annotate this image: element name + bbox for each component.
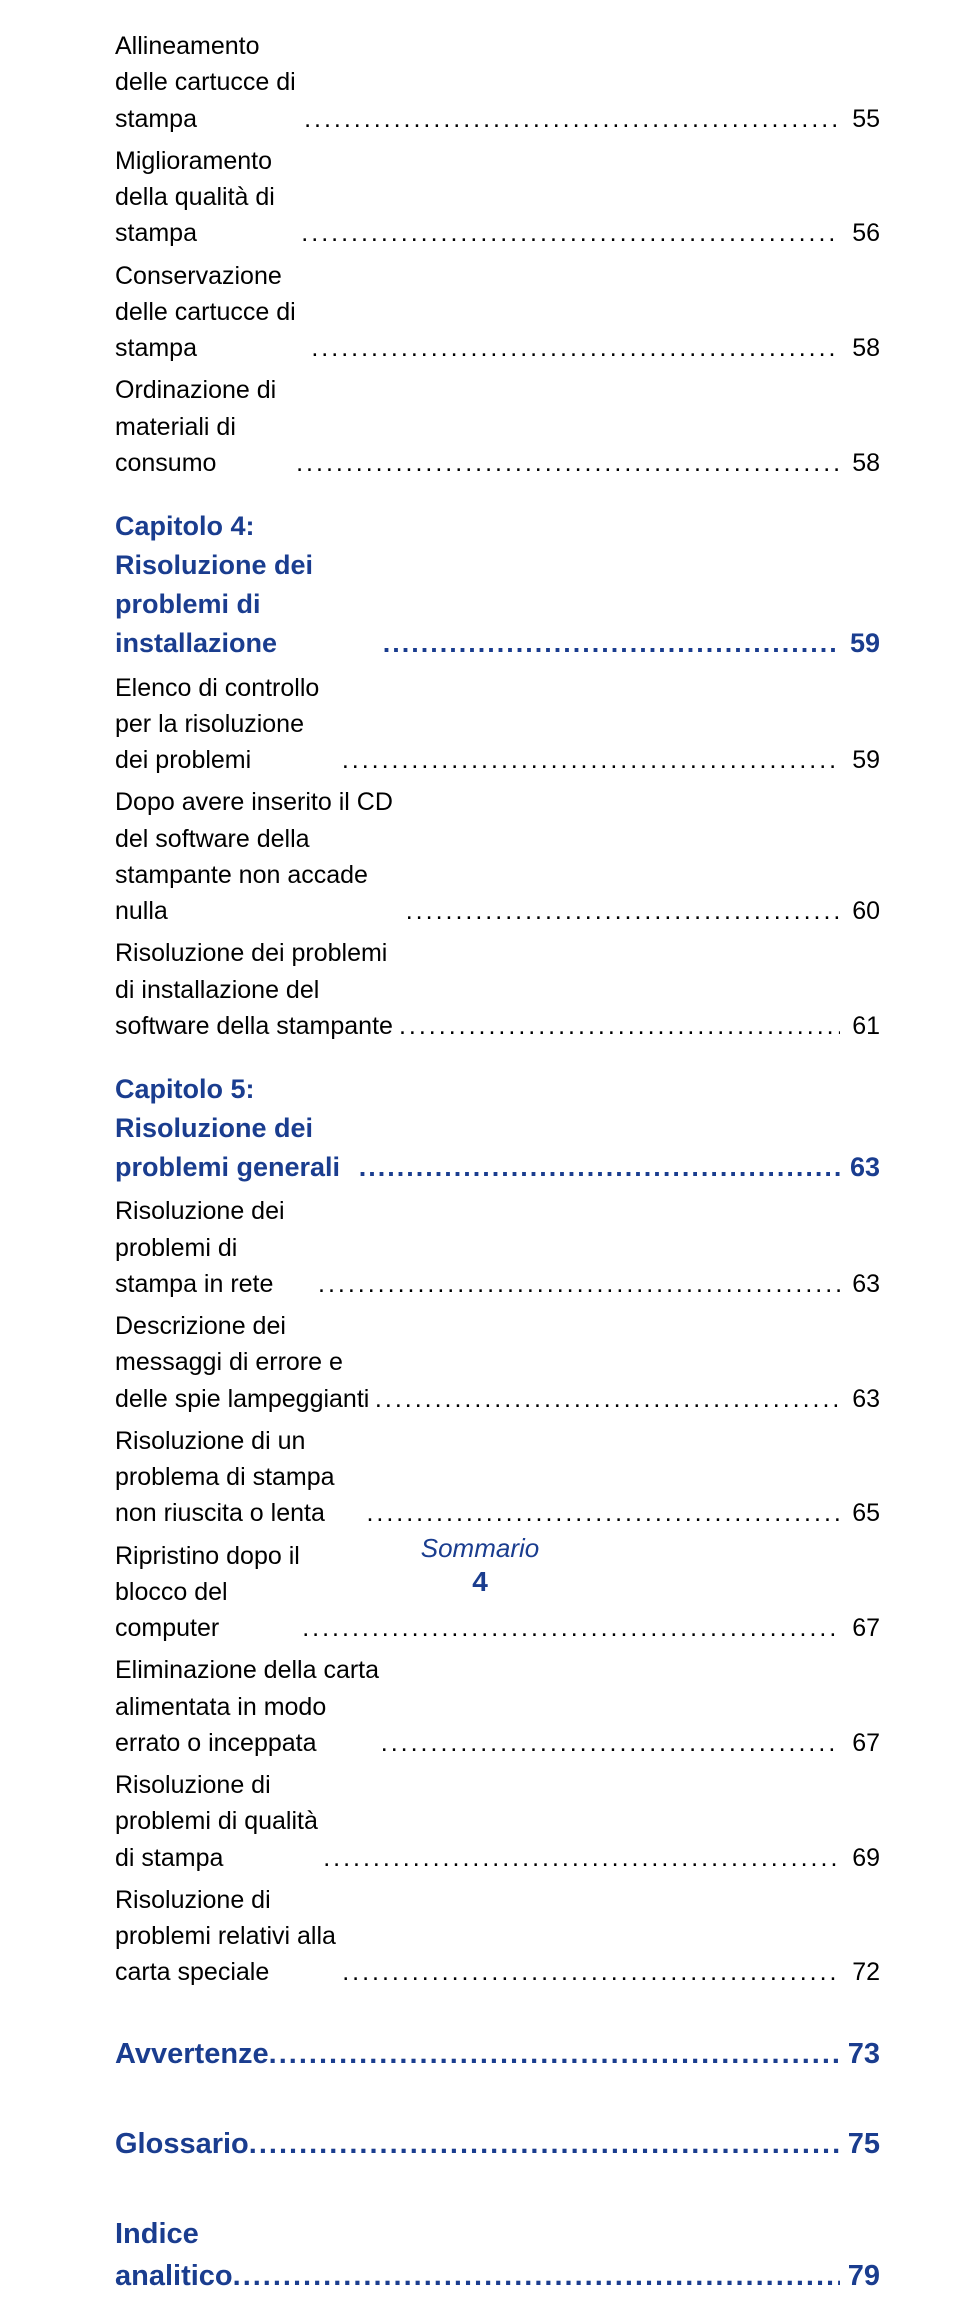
toc-section-heading[interactable]: Indice analitico 79 — [115, 2213, 880, 2297]
toc-label: Risoluzione dei problemi di stampa in re… — [115, 1193, 318, 1302]
toc-page-number: 59 — [840, 742, 880, 778]
toc-page-number: 75 — [840, 2123, 880, 2165]
toc-label: Risoluzione di problemi relativi alla ca… — [115, 1882, 342, 1991]
toc-page-number: 79 — [840, 2255, 880, 2297]
toc-label: Risoluzione dei problemi di installazion… — [115, 935, 399, 1044]
toc-page-number: 61 — [840, 1008, 880, 1044]
toc-page-number: 55 — [840, 101, 880, 137]
toc-leader-dots — [399, 1008, 840, 1044]
toc-leader-dots — [301, 215, 840, 251]
toc-page-number: 67 — [840, 1725, 880, 1761]
toc-label: Avvertenze — [115, 2033, 269, 2075]
toc-label: Glossario — [115, 2123, 249, 2165]
toc-leader-dots — [302, 1610, 840, 1646]
toc-label: Indice analitico — [115, 2213, 233, 2297]
toc-leader-dots — [383, 624, 840, 663]
toc-leader-dots — [406, 893, 840, 929]
toc-page-number: 58 — [840, 445, 880, 481]
toc-label: Miglioramento della qualità di stampa — [115, 143, 301, 252]
toc-leader-dots — [323, 1840, 840, 1876]
toc-entry[interactable]: Conservazione delle cartucce di stampa 5… — [115, 258, 880, 367]
toc-entry[interactable]: Risoluzione dei problemi di stampa in re… — [115, 1193, 880, 1302]
toc-page-number: 67 — [840, 1610, 880, 1646]
toc-label: Dopo avere inserito il CD del software d… — [115, 784, 406, 929]
spacer — [115, 2171, 880, 2213]
footer-section-title: Sommario — [0, 1533, 960, 1564]
toc-entry[interactable]: Ordinazione di materiali di consumo 58 — [115, 372, 880, 481]
toc-label: Eliminazione della carta alimentata in m… — [115, 1652, 381, 1761]
toc-section-heading[interactable]: Avvertenze 73 — [115, 2033, 880, 2075]
toc-leader-dots — [233, 2255, 840, 2297]
toc-leader-dots — [381, 1725, 840, 1761]
toc-leader-dots — [359, 1148, 840, 1187]
toc-leader-dots — [269, 2033, 840, 2075]
toc-page-number: 59 — [840, 624, 880, 663]
toc-page-number: 63 — [840, 1381, 880, 1417]
toc-leader-dots — [366, 1495, 840, 1531]
toc-leader-dots — [342, 1954, 840, 1990]
toc-page-number: 56 — [840, 215, 880, 251]
toc-page-number: 73 — [840, 2033, 880, 2075]
toc-label: Ordinazione di materiali di consumo — [115, 372, 296, 481]
toc-entry[interactable]: Dopo avere inserito il CD del software d… — [115, 784, 880, 929]
toc-chapter-heading[interactable]: Capitolo 5: Risoluzione dei problemi gen… — [115, 1070, 880, 1187]
spacer — [115, 1050, 880, 1070]
toc-label: Capitolo 4: Risoluzione dei problemi di … — [115, 507, 383, 664]
toc-label: Capitolo 5: Risoluzione dei problemi gen… — [115, 1070, 359, 1187]
toc-leader-dots — [304, 101, 840, 137]
toc-label: Risoluzione di un problema di stampa non… — [115, 1423, 366, 1532]
footer-page-number: 4 — [0, 1566, 960, 1598]
toc-leader-dots — [249, 2123, 840, 2165]
toc-container: Allineamento delle cartucce di stampa 55… — [115, 28, 880, 2297]
toc-page-number: 63 — [840, 1266, 880, 1302]
toc-entry[interactable]: Eliminazione della carta alimentata in m… — [115, 1652, 880, 1761]
toc-page-number: 58 — [840, 330, 880, 366]
toc-section-heading[interactable]: Glossario 75 — [115, 2123, 880, 2165]
toc-leader-dots — [342, 742, 840, 778]
toc-entry[interactable]: Descrizione dei messaggi di errore e del… — [115, 1308, 880, 1417]
toc-entry[interactable]: Risoluzione di un problema di stampa non… — [115, 1423, 880, 1532]
page-footer: Sommario 4 — [0, 1533, 960, 1598]
toc-leader-dots — [311, 330, 840, 366]
toc-entry[interactable]: Risoluzione di problemi relativi alla ca… — [115, 1882, 880, 1991]
toc-entry[interactable]: Risoluzione dei problemi di installazion… — [115, 935, 880, 1044]
toc-page-number: 60 — [840, 893, 880, 929]
toc-page-number: 72 — [840, 1954, 880, 1990]
toc-entry[interactable]: Miglioramento della qualità di stampa 56 — [115, 143, 880, 252]
toc-chapter-heading[interactable]: Capitolo 4: Risoluzione dei problemi di … — [115, 507, 880, 664]
toc-label: Descrizione dei messaggi di errore e del… — [115, 1308, 375, 1417]
toc-label: Allineamento delle cartucce di stampa — [115, 28, 304, 137]
toc-page-number: 63 — [840, 1148, 880, 1187]
spacer — [115, 487, 880, 507]
toc-entry[interactable]: Allineamento delle cartucce di stampa 55 — [115, 28, 880, 137]
spacer — [115, 1997, 880, 2033]
spacer — [115, 2081, 880, 2123]
toc-label: Risoluzione di problemi di qualità di st… — [115, 1767, 323, 1876]
toc-entry[interactable]: Risoluzione di problemi di qualità di st… — [115, 1767, 880, 1876]
toc-page-number: 69 — [840, 1840, 880, 1876]
toc-page-number: 65 — [840, 1495, 880, 1531]
toc-label: Elenco di controllo per la risoluzione d… — [115, 670, 342, 779]
toc-entry[interactable]: Elenco di controllo per la risoluzione d… — [115, 670, 880, 779]
toc-leader-dots — [318, 1266, 840, 1302]
toc-label: Conservazione delle cartucce di stampa — [115, 258, 311, 367]
toc-leader-dots — [296, 445, 840, 481]
toc-leader-dots — [375, 1381, 840, 1417]
